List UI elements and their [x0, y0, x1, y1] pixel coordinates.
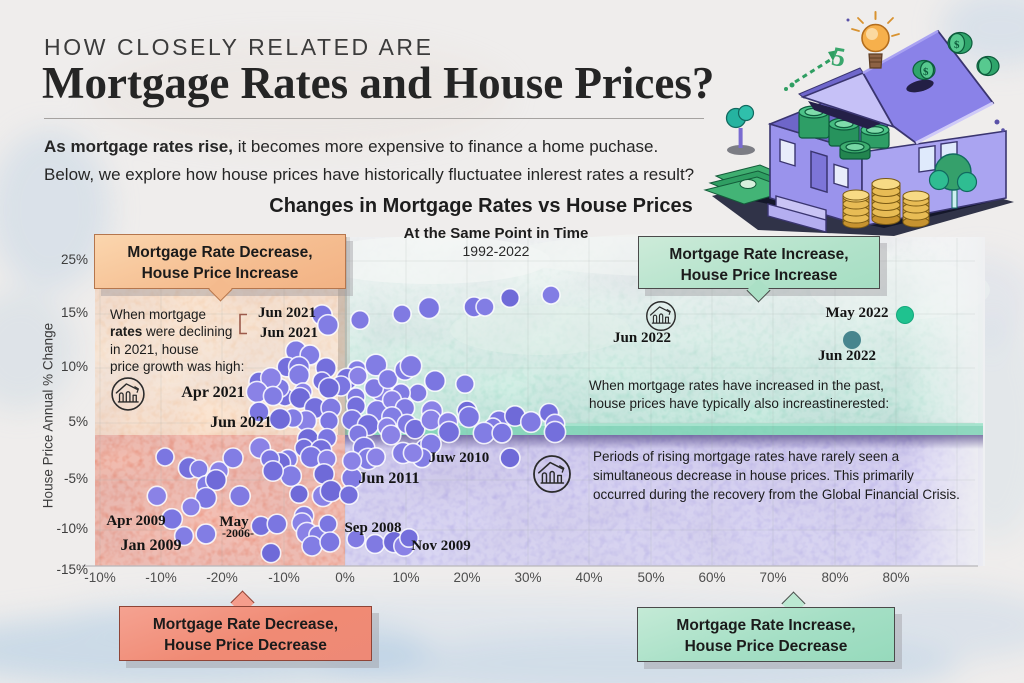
svg-text:5: 5 [829, 41, 848, 73]
svg-text:$: $ [954, 39, 960, 51]
svg-text:$: $ [923, 66, 929, 78]
